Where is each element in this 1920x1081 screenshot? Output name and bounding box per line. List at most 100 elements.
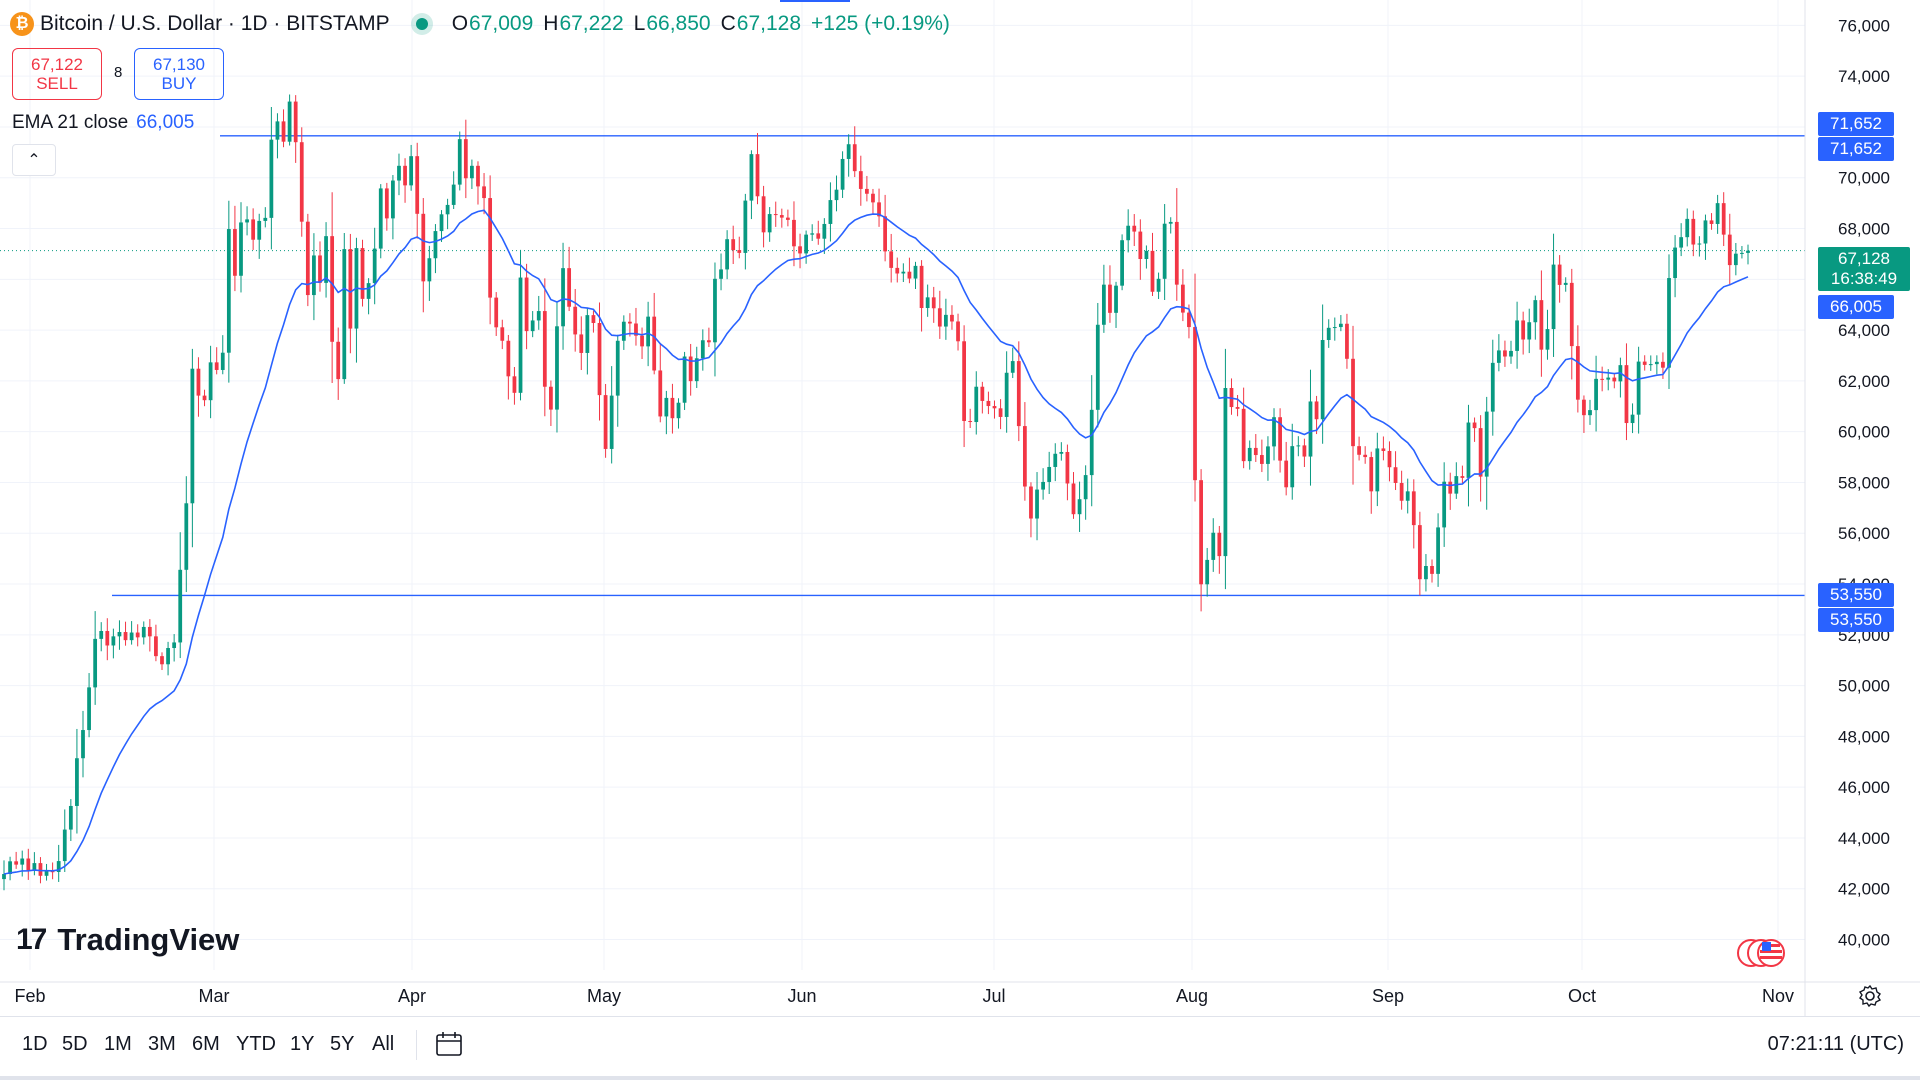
range-button-1m[interactable]: 1M xyxy=(104,1033,132,1055)
range-button-1y[interactable]: 1Y xyxy=(290,1033,315,1055)
ema-name: EMA 21 close xyxy=(12,112,129,133)
candle-body xyxy=(99,631,104,639)
horizontal-levels xyxy=(112,135,1805,597)
candle-body xyxy=(1691,218,1696,245)
last-price-tag: 67,128 16:38:49 xyxy=(1818,247,1910,291)
candle-body xyxy=(239,222,243,276)
candle-body xyxy=(1083,475,1088,500)
candle-body xyxy=(172,642,177,649)
ema-legend[interactable]: EMA 21 close 66,005 xyxy=(12,112,194,134)
candle-body xyxy=(1193,327,1197,481)
candle-body xyxy=(8,861,12,875)
candle-body xyxy=(1642,361,1647,365)
candle-body xyxy=(1721,203,1726,235)
candle-body xyxy=(1563,282,1568,285)
candle-body xyxy=(32,863,37,871)
gear-icon[interactable] xyxy=(1858,984,1882,1008)
candle-body xyxy=(397,165,401,181)
candle-body xyxy=(1369,457,1374,492)
y-tick-label: 44,000 xyxy=(1838,829,1890,848)
candle-body xyxy=(743,200,748,253)
candle-body xyxy=(1029,486,1033,519)
candle-body xyxy=(190,368,195,504)
candle-body xyxy=(707,340,711,343)
utc-clock[interactable]: 07:21:11 (UTC) xyxy=(1767,1033,1904,1055)
candle-body xyxy=(342,249,347,380)
candle-body xyxy=(980,386,985,401)
candle-body xyxy=(1223,388,1228,557)
candle-body xyxy=(1569,282,1574,347)
candle-body xyxy=(214,362,219,370)
candle-body xyxy=(1509,350,1513,357)
candle-body xyxy=(1399,482,1404,501)
range-button-6m[interactable]: 6M xyxy=(192,1033,220,1055)
candle-body xyxy=(1661,361,1665,368)
range-button-5d[interactable]: 5D xyxy=(62,1033,88,1055)
candle-body xyxy=(609,395,614,449)
candle-body xyxy=(1016,361,1021,427)
candle-body xyxy=(1436,527,1440,574)
candle-body xyxy=(135,632,140,638)
candle-body xyxy=(1108,284,1112,313)
candle-body xyxy=(1533,300,1538,323)
us-flag-events-icon[interactable] xyxy=(1736,938,1796,968)
candle-body xyxy=(1351,358,1355,447)
candle-body xyxy=(1065,451,1070,484)
candle-body xyxy=(956,321,960,342)
candle-body xyxy=(1612,377,1617,382)
candle-body xyxy=(409,156,414,186)
candle-body xyxy=(378,188,383,249)
range-button-all[interactable]: All xyxy=(372,1033,395,1055)
candle-body xyxy=(1636,361,1641,415)
candle-body xyxy=(281,121,286,142)
collapse-legend-button[interactable]: ⌃ xyxy=(12,144,56,176)
candle-body xyxy=(688,356,693,382)
sell-button[interactable]: 67,122 SELL xyxy=(12,48,102,100)
candle-body xyxy=(226,229,231,353)
candle-body xyxy=(506,340,511,377)
candle-body xyxy=(1709,220,1714,224)
symbol-title[interactable]: Bitcoin / U.S. Dollar · 1D · BITSTAMP xyxy=(40,12,390,35)
candle-body xyxy=(160,656,164,665)
resistance-tag-2: 71,652 xyxy=(1818,137,1894,161)
candle-body xyxy=(603,395,608,449)
candle-body xyxy=(871,193,875,203)
candle-body xyxy=(1387,450,1392,468)
candle-body xyxy=(1004,372,1009,417)
candle-body xyxy=(919,265,924,309)
candle-body xyxy=(1582,399,1586,416)
candle-body xyxy=(293,101,298,143)
candle-body xyxy=(1697,243,1702,245)
candle-body xyxy=(360,248,365,299)
candle-body xyxy=(749,154,754,201)
candle-body xyxy=(1557,264,1562,285)
candles xyxy=(2,94,1750,891)
last-price-value: 67,128 xyxy=(1838,249,1890,268)
candle-body xyxy=(536,311,541,321)
candle-body xyxy=(1126,225,1131,241)
range-button-1d[interactable]: 1D xyxy=(22,1033,48,1055)
date-range-calendar-icon[interactable] xyxy=(434,1030,464,1058)
candle-body xyxy=(1174,221,1179,285)
candle-body xyxy=(986,400,991,407)
candle-body xyxy=(105,631,110,646)
candle-body xyxy=(694,358,699,382)
candle-body xyxy=(567,268,572,307)
x-tick-label: Sep xyxy=(1372,986,1404,1006)
buy-button[interactable]: 67,130 BUY xyxy=(134,48,224,100)
candle-body xyxy=(257,220,262,240)
candle-body xyxy=(913,265,918,279)
candle-body xyxy=(950,314,954,322)
x-tick-label: Feb xyxy=(14,986,45,1006)
candle-body xyxy=(1047,466,1052,482)
candle-body xyxy=(1430,566,1434,574)
range-button-ytd[interactable]: YTD xyxy=(236,1033,276,1055)
candle-body xyxy=(840,158,845,190)
range-button-5y[interactable]: 5Y xyxy=(330,1033,355,1055)
x-tick-label: Jul xyxy=(982,986,1005,1006)
candle-body xyxy=(1527,322,1532,340)
low-label: L xyxy=(633,12,646,35)
candle-body xyxy=(1417,525,1422,580)
range-button-3m[interactable]: 3M xyxy=(148,1033,176,1055)
